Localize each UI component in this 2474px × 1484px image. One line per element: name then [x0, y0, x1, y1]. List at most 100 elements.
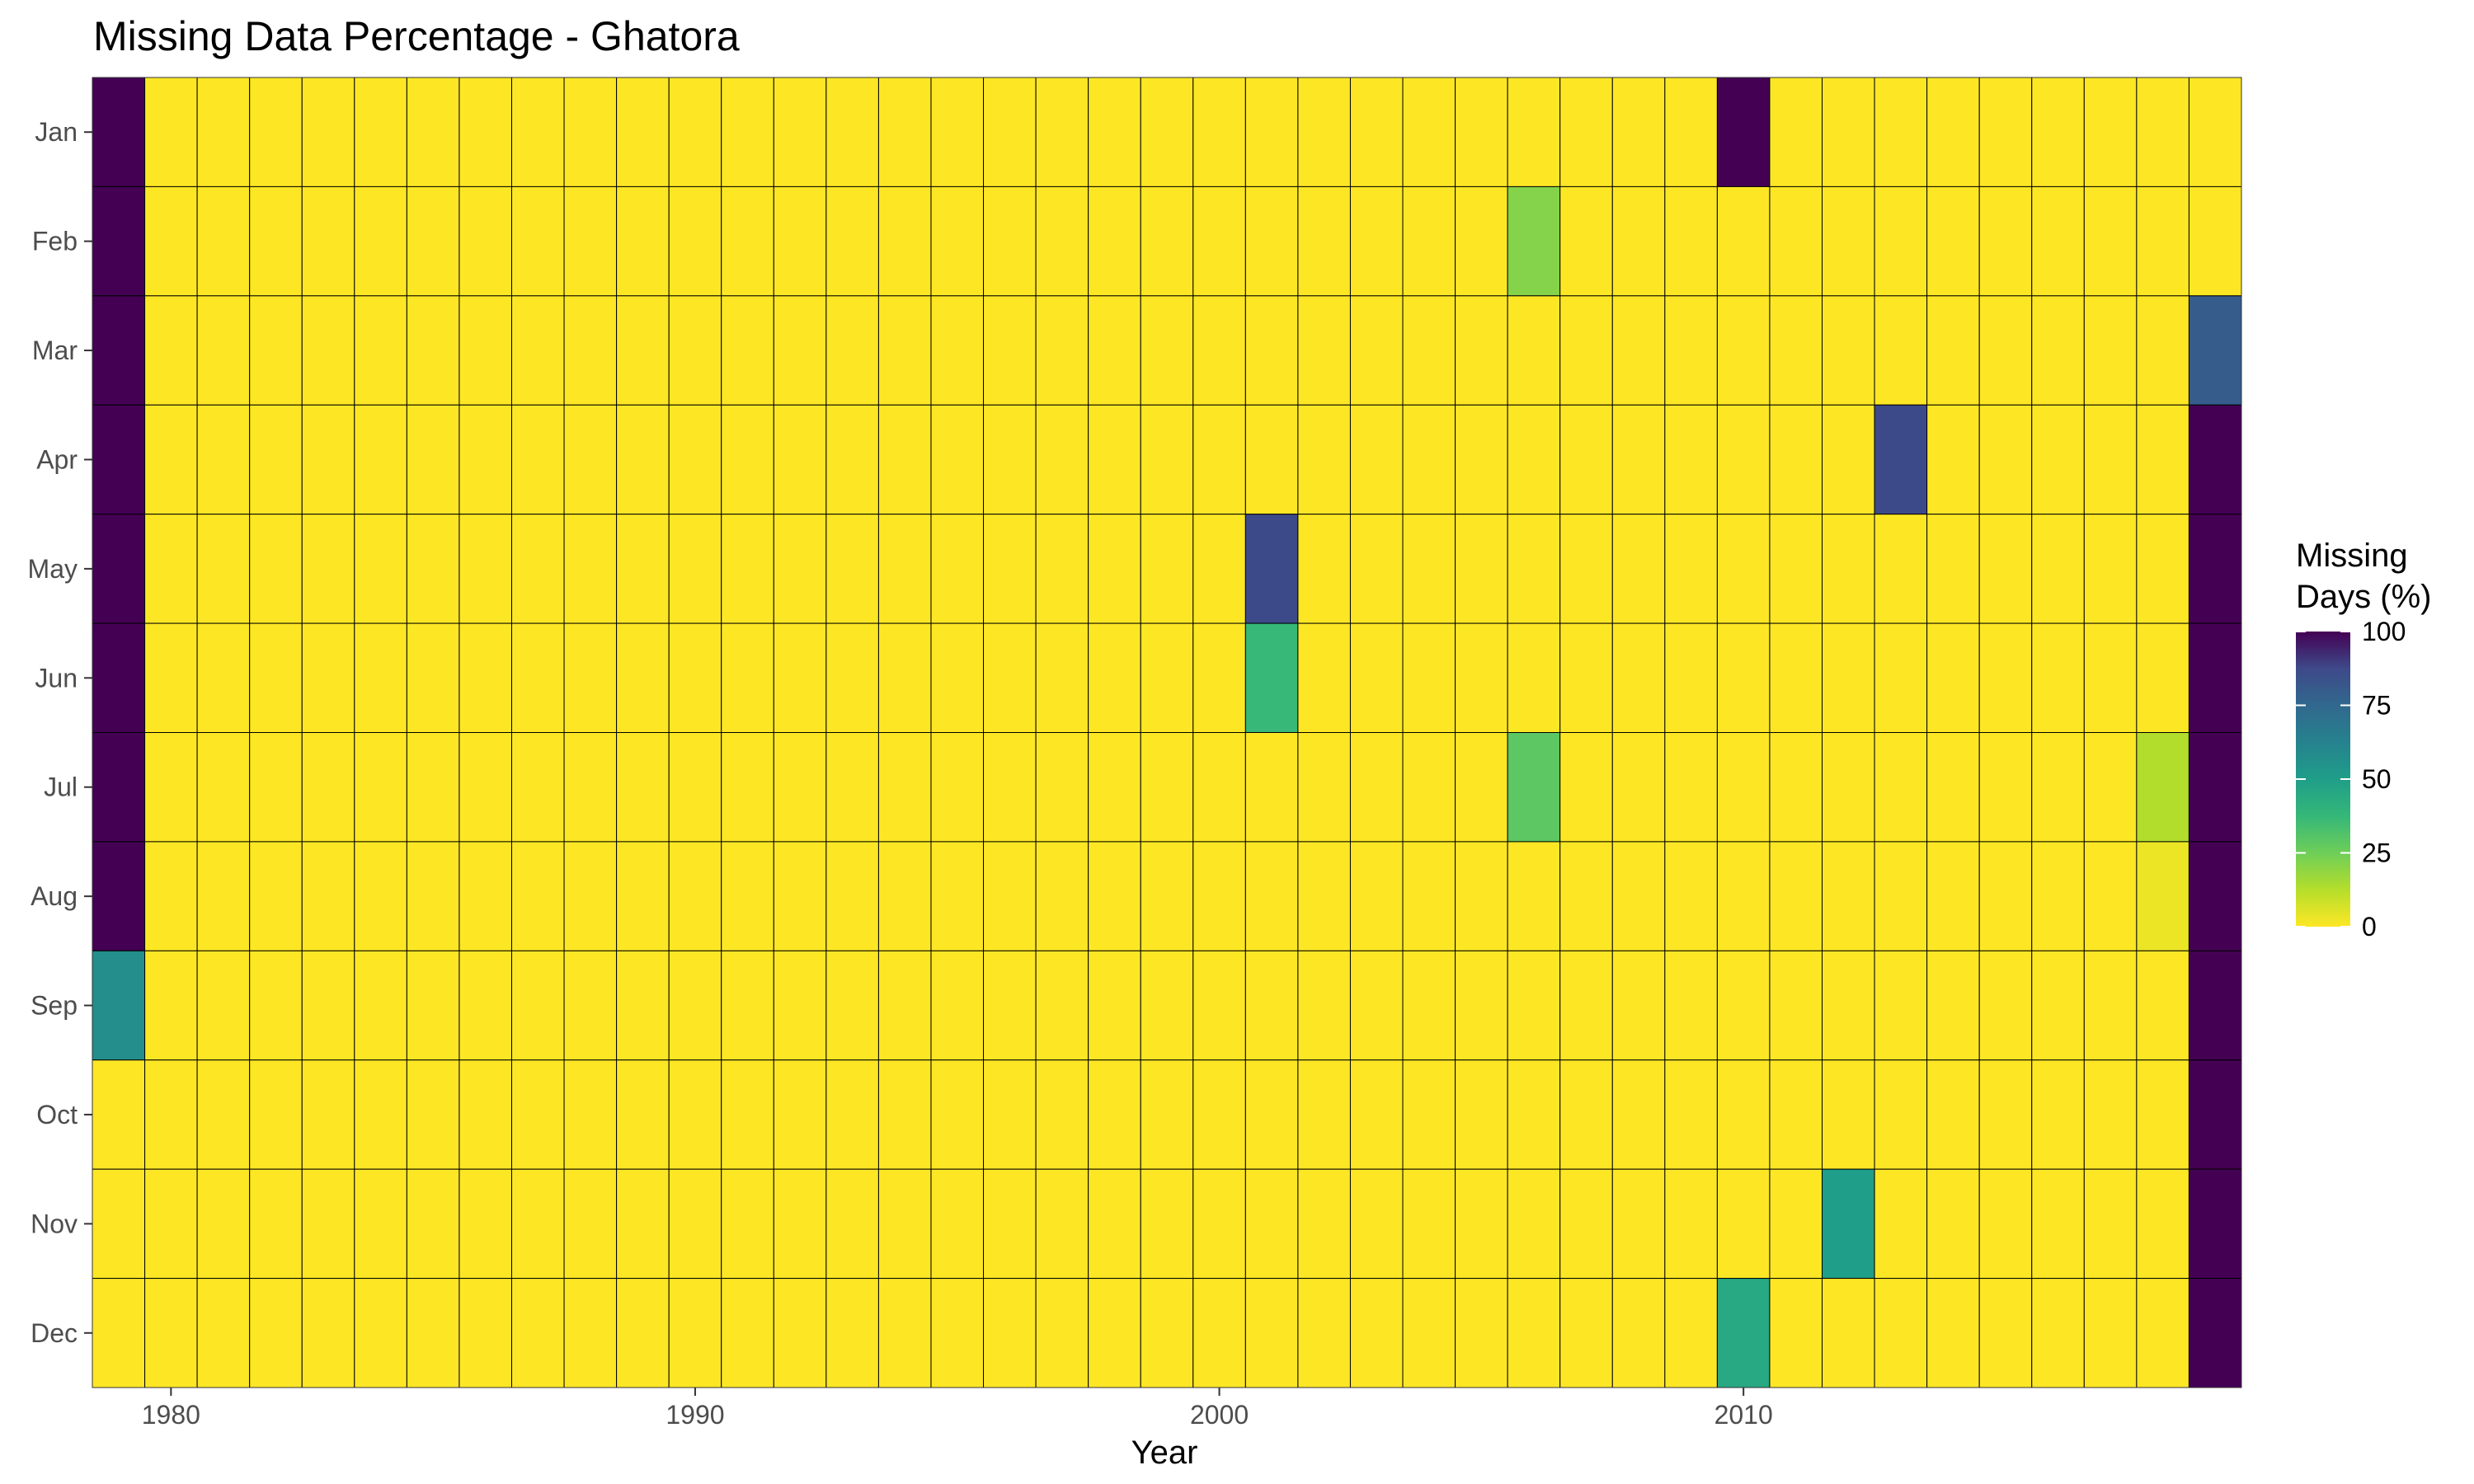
heatmap-cell	[1769, 950, 1823, 1061]
heatmap-cell	[2188, 622, 2242, 733]
heatmap-cell	[1349, 295, 1404, 406]
heatmap-cell	[1769, 1059, 1823, 1170]
heatmap-cell	[1559, 77, 1613, 187]
heatmap-cell	[563, 186, 618, 297]
heatmap-cell	[2188, 732, 2242, 843]
heatmap-cell	[825, 841, 879, 951]
heatmap-cell	[825, 1278, 879, 1388]
heatmap-cell	[1140, 732, 1194, 843]
heatmap-cell	[1297, 622, 1351, 733]
heatmap-cell	[773, 404, 827, 515]
heatmap-cell	[1088, 732, 1141, 843]
heatmap-cell	[1611, 1278, 1666, 1388]
heatmap-cell	[459, 77, 512, 187]
heatmap-cell	[721, 186, 774, 297]
heatmap-cell	[1297, 186, 1351, 297]
heatmap-cell	[1192, 404, 1246, 515]
heatmap-cell	[877, 622, 932, 733]
heatmap-cell	[1664, 622, 1718, 733]
x-axis-title: Year	[1131, 1435, 1198, 1471]
heatmap-cell	[2136, 841, 2189, 951]
heatmap-cell	[773, 622, 827, 733]
heatmap-cell	[1611, 514, 1666, 624]
heatmap-cell	[2188, 295, 2242, 406]
heatmap-cell	[144, 77, 198, 187]
heatmap-cell	[1716, 1059, 1771, 1170]
heatmap-cell	[1140, 950, 1194, 1061]
heatmap-cell	[1349, 1168, 1404, 1280]
heatmap-cell	[1874, 732, 1928, 843]
heatmap-cell	[1874, 1168, 1928, 1280]
heatmap-cell	[825, 186, 879, 297]
heatmap-cell	[1559, 1278, 1613, 1388]
heatmap-cell	[2083, 295, 2138, 406]
heatmap-cell	[1402, 1168, 1456, 1280]
heatmap-cell	[249, 1168, 303, 1280]
heatmap-cell	[2136, 295, 2189, 406]
heatmap-cell	[563, 732, 618, 843]
heatmap-cell	[92, 1278, 146, 1388]
heatmap-cell	[1769, 514, 1823, 624]
heatmap-cell	[1926, 404, 1980, 515]
heatmap-cell	[668, 1278, 722, 1388]
heatmap-cell	[563, 295, 618, 406]
heatmap-cell	[1926, 1278, 1980, 1388]
color-legend: Missing Days (%) 100 75 50 25 0	[2296, 538, 2431, 942]
heatmap-cell	[1297, 841, 1351, 951]
heatmap-cell	[1926, 295, 1980, 406]
heatmap-cell	[1559, 841, 1613, 951]
heatmap-cell	[1402, 732, 1456, 843]
heatmap-cell	[1769, 622, 1823, 733]
heatmap-cell	[1035, 514, 1089, 624]
heatmap-cell	[1822, 1059, 1875, 1170]
heatmap-cell	[1349, 732, 1404, 843]
y-tick-label: May	[28, 554, 78, 584]
heatmap-cell	[459, 1059, 512, 1170]
heatmap-cell	[1926, 514, 1980, 624]
heatmap-cell	[773, 841, 827, 951]
heatmap-cell	[1035, 186, 1089, 297]
heatmap-cell	[1192, 950, 1246, 1061]
heatmap-cell	[668, 950, 722, 1061]
heatmap-cell	[773, 514, 827, 624]
heatmap-cell	[1192, 186, 1246, 297]
heatmap-cell	[877, 77, 932, 187]
heatmap-cell	[1035, 732, 1089, 843]
heatmap-cell	[1035, 295, 1089, 406]
y-tick-label: Dec	[31, 1318, 78, 1348]
heatmap-cell	[1874, 514, 1928, 624]
heatmap-cell	[773, 1168, 827, 1280]
heatmap-cell	[1559, 732, 1613, 843]
heatmap-cell	[1192, 732, 1246, 843]
heatmap-cell	[1507, 1059, 1561, 1170]
heatmap-cell	[249, 186, 303, 297]
heatmap-cell	[92, 77, 146, 187]
heatmap-cell	[1507, 841, 1561, 951]
heatmap-cell	[2031, 1059, 2085, 1170]
heatmap-cell	[354, 950, 407, 1061]
heatmap-cell	[930, 841, 985, 951]
heatmap-cell	[877, 841, 932, 951]
heatmap-cell	[773, 1059, 827, 1170]
heatmap-cell	[196, 186, 251, 297]
heatmap-cell	[1402, 1059, 1456, 1170]
heatmap-cell	[668, 404, 722, 515]
heatmap-cell	[510, 514, 565, 624]
y-tick-label: Oct	[36, 1100, 78, 1129]
heatmap-cell	[1978, 1059, 2033, 1170]
heatmap-cell	[406, 732, 460, 843]
heatmap-cell	[2031, 841, 2085, 951]
heatmap-cell	[1978, 186, 2033, 297]
heatmap-cell	[301, 404, 355, 515]
heatmap-cell	[1822, 950, 1875, 1061]
heatmap-cell	[459, 514, 512, 624]
heatmap-cell	[1559, 295, 1613, 406]
heatmap-cell	[563, 77, 618, 187]
heatmap-cell	[2083, 732, 2138, 843]
heatmap-cell	[1192, 1059, 1246, 1170]
heatmap-cell	[1402, 295, 1456, 406]
heatmap-cell	[1978, 622, 2033, 733]
heatmap-cell	[1507, 1278, 1561, 1388]
heatmap-cell	[1559, 404, 1613, 515]
heatmap-cell	[1349, 1059, 1404, 1170]
